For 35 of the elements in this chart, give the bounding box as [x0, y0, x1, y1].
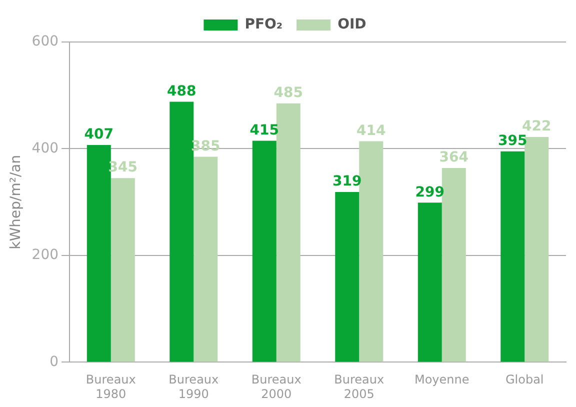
bar — [276, 103, 300, 362]
bar — [524, 136, 549, 362]
data-label: 414 — [356, 122, 386, 139]
x-tick-label: Bureaux 1980 — [86, 372, 136, 401]
bar — [359, 141, 384, 362]
legend-label: PFO₂ — [244, 16, 283, 33]
y-tick-label: 0 — [50, 354, 59, 370]
bar — [194, 156, 218, 362]
bar — [252, 140, 276, 362]
bar — [335, 192, 360, 362]
data-label: 299 — [415, 184, 444, 200]
data-label: 395 — [498, 133, 528, 150]
data-label: 485 — [274, 85, 304, 102]
legend-label: OID — [338, 16, 366, 33]
bar — [442, 168, 466, 362]
y-tick-label: 200 — [32, 247, 59, 264]
data-label: 415 — [250, 122, 280, 138]
data-label: 319 — [332, 174, 362, 190]
data-label: 407 — [84, 126, 114, 143]
x-tick-label: Global — [505, 372, 544, 387]
x-tick-label: Moyenne — [414, 372, 470, 387]
x-tick-label: Bureaux 2005 — [334, 372, 384, 401]
x-tick-label: Bureaux 2000 — [251, 372, 302, 401]
data-label: 364 — [439, 150, 469, 166]
bar — [110, 178, 135, 362]
y-axis-title: kWhep/m²/an — [8, 154, 24, 250]
bar — [500, 151, 525, 362]
bar — [86, 145, 111, 362]
bar — [418, 202, 442, 362]
y-tick-label: 600 — [32, 34, 59, 50]
data-label: 488 — [167, 83, 196, 100]
x-tick-label: Bureaux 1990 — [168, 372, 219, 401]
data-label: 422 — [522, 118, 552, 135]
bar — [170, 102, 194, 362]
y-tick-label: 400 — [32, 140, 59, 156]
